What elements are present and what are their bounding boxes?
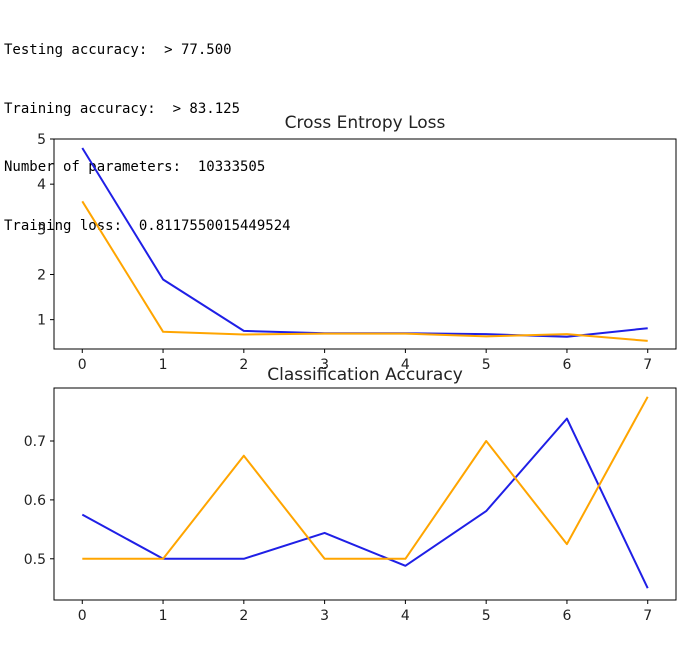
accuracy-y-tick-label: 0.5 [24, 552, 46, 568]
loss-x-tick-label: 1 [159, 357, 168, 373]
log-line-training-loss: Training loss: 0.8117550015449524 [4, 217, 291, 234]
log-line-parameter-count: Number of parameters: 10333505 [4, 159, 266, 175]
loss-chart: 0 1 2 3 4 5 6 7 1 2 3 4 5 Cross Entropy Loss [37, 113, 677, 373]
loss-x-tick-label: 5 [482, 357, 491, 373]
training-log: Testing accuracy: > 77.500 Training accu… [4, 2, 291, 256]
loss-x-tick-label: 7 [643, 357, 652, 373]
accuracy-x-tick-label: 7 [643, 608, 652, 624]
loss-x-tick-label: 0 [78, 357, 87, 373]
accuracy-x-tick-label: 3 [320, 608, 329, 624]
loss-x-tick-label: 3 [320, 357, 329, 373]
loss-x-tick-label: 2 [239, 357, 248, 373]
loss-y-tick-label: 1 [37, 313, 46, 329]
loss-y-tick-label: 5 [37, 132, 46, 148]
loss-y-tick-label: 3 [37, 222, 46, 238]
accuracy-series-line-1 [81, 417, 649, 589]
accuracy-x-tick-label: 5 [482, 608, 491, 624]
accuracy-x-tick-label: 1 [159, 608, 168, 624]
accuracy-axes-frame [53, 387, 677, 601]
accuracy-x-tick-label: 0 [78, 608, 87, 624]
loss-y-tick-label: 2 [37, 267, 46, 283]
accuracy-series-line-2 [82, 396, 649, 560]
loss-axes-frame [53, 138, 677, 350]
loss-series-line-1 [81, 147, 648, 338]
loss-series-line-2 [81, 200, 648, 342]
accuracy-y-tick-label: 0.7 [24, 434, 46, 450]
accuracy-x-tick-label: 4 [401, 608, 410, 624]
loss-chart-title: Cross Entropy Loss [285, 113, 446, 133]
log-line-training-accuracy: Training accuracy: > 83.125 [4, 100, 241, 117]
accuracy-y-tick-label: 0.6 [24, 493, 46, 509]
loss-x-tick-label: 6 [562, 357, 571, 373]
accuracy-x-tick-label: 6 [562, 608, 571, 624]
accuracy-chart-title: Classification Accuracy [267, 365, 463, 385]
accuracy-x-tick-label: 2 [239, 608, 248, 624]
loss-x-tick-label: 4 [401, 357, 410, 373]
accuracy-chart: 0 1 2 3 4 5 6 7 0.5 0.6 0.7 Classification Accuracy [24, 365, 677, 624]
loss-y-tick-label: 4 [37, 177, 46, 193]
log-line-testing-accuracy: Testing accuracy: > 77.500 [4, 42, 232, 58]
